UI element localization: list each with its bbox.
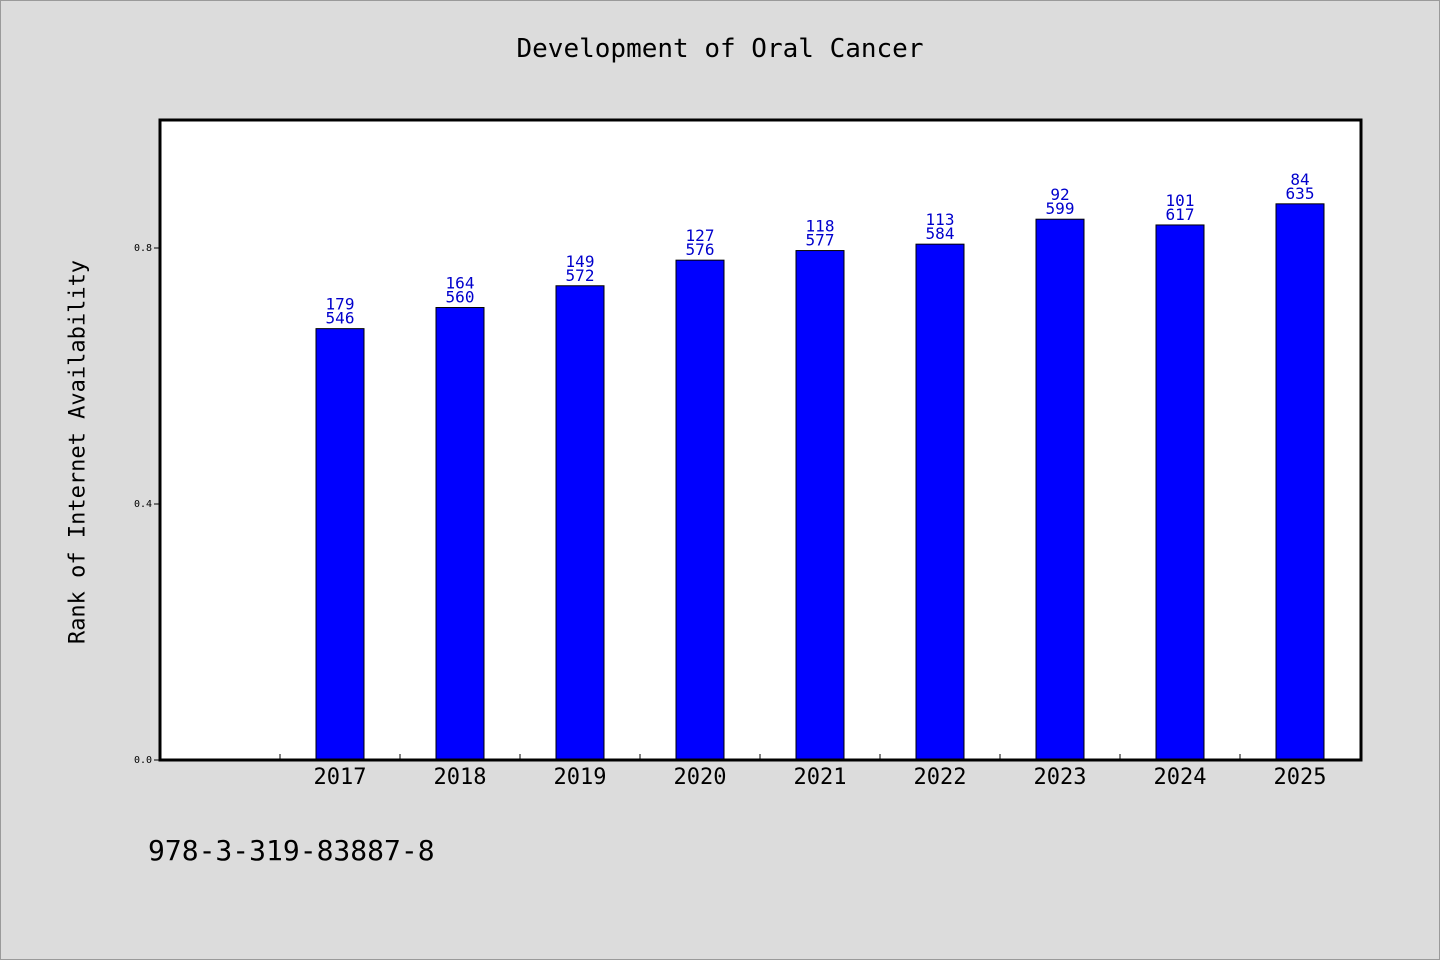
y-tick-label: 0.4 — [134, 499, 152, 510]
x-tick-label: 2018 — [434, 765, 487, 790]
bar — [795, 250, 845, 761]
data-label-top: 127 — [686, 226, 715, 245]
bar — [1155, 224, 1205, 761]
plot-border — [158, 118, 1363, 762]
data-label-top: 149 — [566, 252, 595, 271]
y-tick-label: 0.0 — [134, 755, 152, 766]
x-tick-label: 2025 — [1274, 765, 1327, 790]
bar — [1035, 218, 1085, 761]
data-label-top: 179 — [326, 295, 355, 314]
bar — [675, 259, 725, 761]
data-label-bottom: 546 — [326, 309, 355, 328]
x-tick-label: 2023 — [1034, 765, 1087, 790]
x-tick-label: 2021 — [794, 765, 847, 790]
data-label-bottom: 584 — [926, 224, 955, 243]
data-label-top: 92 — [1050, 185, 1069, 204]
data-label-top: 84 — [1290, 170, 1309, 189]
data-label-top: 101 — [1166, 191, 1195, 210]
data-label-top: 118 — [806, 217, 835, 236]
x-tick-label: 2020 — [674, 765, 727, 790]
bar — [1275, 203, 1325, 761]
data-label-bottom: 576 — [686, 240, 715, 259]
data-label-bottom: 572 — [566, 266, 595, 285]
bar — [315, 328, 365, 761]
data-label-bottom: 617 — [1166, 205, 1195, 224]
data-label-top: 113 — [926, 210, 955, 229]
data-label-bottom: 599 — [1046, 199, 1075, 218]
bar — [435, 307, 485, 761]
y-tick-label: 0.8 — [134, 243, 152, 254]
bar — [555, 285, 605, 761]
x-tick-label: 2022 — [914, 765, 967, 790]
bar — [915, 243, 965, 761]
isbn-label: 978-3-319-83887-8 — [148, 834, 435, 867]
data-label-bottom: 577 — [806, 231, 835, 250]
x-tick-label: 2024 — [1154, 765, 1207, 790]
data-label-top: 164 — [446, 274, 475, 293]
chart-title: Development of Oral Cancer — [516, 34, 924, 64]
data-label-bottom: 560 — [446, 288, 475, 307]
data-label-bottom: 635 — [1286, 184, 1315, 203]
x-tick-label: 2019 — [554, 765, 607, 790]
x-tick-label: 2017 — [314, 765, 367, 790]
